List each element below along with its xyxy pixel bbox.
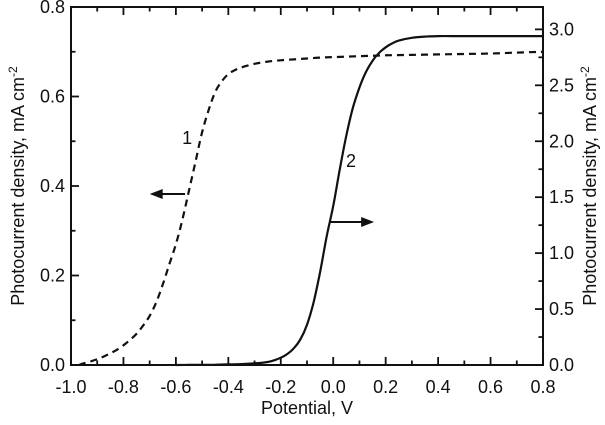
right-y-axis-tick-label: 2.0 — [549, 131, 574, 151]
x-axis-tick-label: 0.4 — [426, 377, 451, 397]
x-axis-tick-label: 0.0 — [321, 377, 346, 397]
right-arrow-head-icon — [361, 217, 375, 228]
left-y-axis-tick-label: 0.2 — [40, 266, 65, 286]
left-y-axis-tick-label: 0.4 — [40, 176, 65, 196]
right-y-axis-tick-label: 3.0 — [549, 19, 574, 39]
curve-label-2: 2 — [346, 151, 356, 171]
left-y-axis-tick-label: 0.8 — [40, 0, 65, 17]
right-y-axis-tick-label: 0.0 — [549, 355, 574, 375]
x-axis-tick-label: -0.2 — [265, 377, 296, 397]
left-y-axis-title-sup: -2 — [6, 66, 20, 77]
x-axis-tick-label: 0.8 — [530, 377, 555, 397]
right-y-axis-title: Photocurrent density, mA cm-2 — [578, 66, 600, 306]
right-y-axis-tick-label: 2.5 — [549, 75, 574, 95]
left-arrow-head-icon — [149, 189, 163, 200]
x-axis-title-text: Potential, V — [260, 398, 354, 418]
right-y-axis-tick-label: 0.5 — [549, 299, 574, 319]
curve-label-1: 1 — [182, 128, 192, 148]
curve-2-solid — [175, 34, 543, 367]
right-y-axis-title-sup: -2 — [578, 66, 592, 77]
right-y-axis-title-text: Photocurrent density, mA cm — [580, 76, 600, 306]
left-y-axis-title: Photocurrent density, mA cm-2 — [6, 66, 28, 306]
left-y-axis-title-text: Photocurrent density, mA cm — [8, 76, 28, 306]
x-axis-tick-label: -0.8 — [108, 377, 139, 397]
right-y-axis-tick-label: 1.5 — [549, 187, 574, 207]
x-axis-tick-label: -0.6 — [160, 377, 191, 397]
x-axis-tick-label: -1.0 — [55, 377, 86, 397]
x-axis-title: Potential, V — [261, 399, 353, 417]
x-axis-tick-label: -0.4 — [213, 377, 244, 397]
left-y-axis-tick-label: 0.6 — [40, 87, 65, 107]
x-axis-tick-label: 0.2 — [373, 377, 398, 397]
left-y-axis-tick-label: 0.0 — [40, 355, 65, 375]
curve-1-dashed — [78, 50, 544, 367]
x-axis-tick-label: 0.6 — [478, 377, 503, 397]
right-y-axis-tick-label: 1.0 — [549, 243, 574, 263]
plot-frame — [70, 6, 544, 366]
